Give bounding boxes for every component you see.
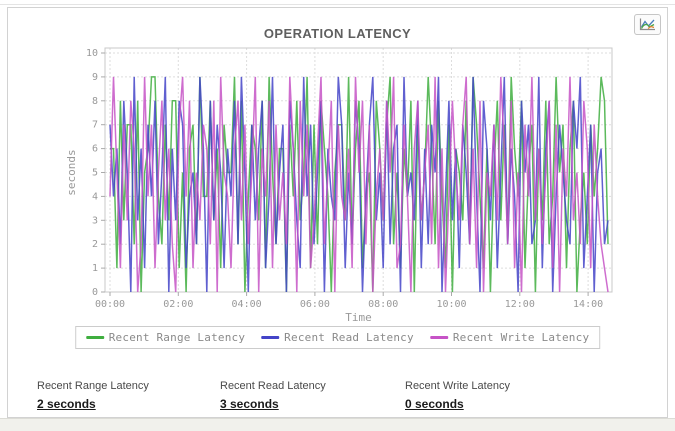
chart-type-button[interactable] [634, 14, 661, 35]
svg-text:3: 3 [92, 215, 98, 226]
read-series-swatch [261, 336, 280, 339]
line-chart-icon [639, 18, 655, 31]
latency-chart: 0 1 2 3 4 5 6 7 8 9 10 00:00 02:00 04:00 06:00 08:00 10:… [65, 47, 613, 324]
svg-text:0: 0 [92, 287, 98, 298]
stat-read-latency: Recent Read Latency 3 seconds [220, 380, 326, 411]
svg-text:9: 9 [92, 72, 98, 83]
svg-text:02:00: 02:00 [163, 299, 193, 310]
stat-label: Recent Write Latency [405, 380, 510, 392]
svg-text:6: 6 [92, 144, 98, 155]
svg-text:5: 5 [92, 168, 98, 179]
svg-text:14:00: 14:00 [573, 299, 603, 310]
svg-text:seconds: seconds [65, 149, 78, 195]
stat-label: Recent Read Latency [220, 380, 326, 392]
svg-text:10: 10 [86, 48, 98, 59]
write-series-swatch [429, 336, 448, 339]
chart-title: OPERATION LATENCY [263, 26, 412, 41]
svg-text:1: 1 [92, 263, 98, 274]
page-top-divider [0, 4, 675, 5]
svg-text:Time: Time [345, 311, 372, 324]
chart-legend: Recent Range Latency Recent Read Latency… [74, 326, 601, 349]
legend-label: Recent Range Latency [108, 331, 246, 344]
svg-text:12:00: 12:00 [505, 299, 535, 310]
stat-value-link[interactable]: 0 seconds [405, 397, 464, 411]
legend-item-read: Recent Read Latency [261, 331, 414, 344]
stat-value-link[interactable]: 2 seconds [37, 397, 96, 411]
svg-text:04:00: 04:00 [232, 299, 262, 310]
svg-text:08:00: 08:00 [368, 299, 398, 310]
svg-text:10:00: 10:00 [436, 299, 466, 310]
stat-write-latency: Recent Write Latency 0 seconds [405, 380, 510, 411]
svg-text:7: 7 [92, 120, 98, 131]
legend-item-range: Recent Range Latency [85, 331, 246, 344]
svg-text:06:00: 06:00 [300, 299, 330, 310]
svg-text:00:00: 00:00 [95, 299, 125, 310]
svg-text:4: 4 [92, 191, 98, 202]
svg-text:2: 2 [92, 239, 98, 250]
legend-item-write: Recent Write Latency [429, 331, 590, 344]
stat-label: Recent Range Latency [37, 380, 149, 392]
svg-text:8: 8 [92, 96, 98, 107]
page-footer-strip [0, 418, 675, 431]
operation-latency-panel: OPERATION LATENCY 0 1 2 3 4 5 6 7 8 9 10 00:00 02:00… [7, 7, 668, 418]
stat-value-link[interactable]: 3 seconds [220, 397, 279, 411]
range-series-swatch [85, 336, 104, 339]
legend-label: Recent Read Latency [284, 331, 414, 344]
stat-range-latency: Recent Range Latency 2 seconds [37, 380, 149, 411]
legend-label: Recent Write Latency [452, 331, 590, 344]
